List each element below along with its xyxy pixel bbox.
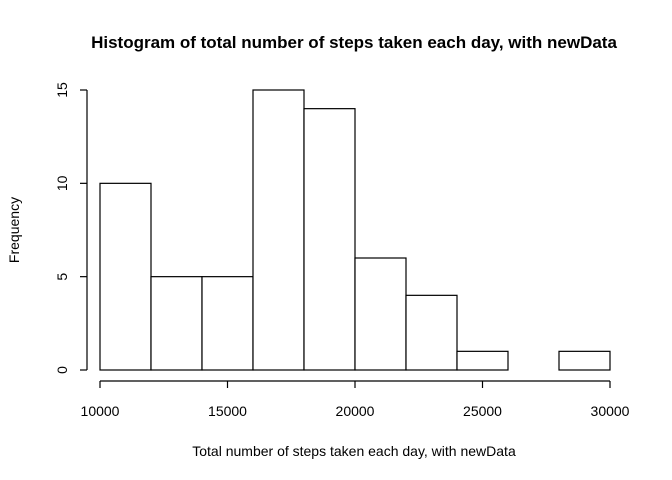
histogram-bar-8 <box>456 350 509 371</box>
y-tick-label-2: 5 <box>54 273 70 281</box>
histogram-bar-1 <box>99 182 152 371</box>
histogram-bar-4 <box>252 89 305 371</box>
x-tick-label-2: 15000 <box>208 403 247 419</box>
x-tick-label-3: 20000 <box>336 403 375 419</box>
chart-title: Histogram of total number of steps taken… <box>91 33 617 52</box>
y-tick-label-3: 10 <box>54 175 70 191</box>
x-tick-label-1: 10000 <box>81 403 120 419</box>
y-axis-label: Frequency <box>6 197 22 263</box>
x-axis: 10000 15000 20000 25000 30000 <box>81 380 630 419</box>
bars-group <box>99 89 611 371</box>
y-axis: 0 5 10 15 <box>54 82 88 374</box>
histogram-bar-5 <box>303 108 356 371</box>
histogram-bar-2 <box>150 276 203 371</box>
y-tick-label-1: 0 <box>54 366 70 374</box>
y-tick-label-4: 15 <box>54 82 70 98</box>
histogram-bar-7 <box>405 294 458 371</box>
x-tick-label-4: 25000 <box>463 403 502 419</box>
histogram-bar-6 <box>354 257 407 371</box>
histogram-bar-10 <box>558 350 611 371</box>
x-tick-label-5: 30000 <box>591 403 630 419</box>
histogram-bar-3 <box>201 276 254 371</box>
x-axis-label: Total number of steps taken each day, wi… <box>192 443 516 459</box>
